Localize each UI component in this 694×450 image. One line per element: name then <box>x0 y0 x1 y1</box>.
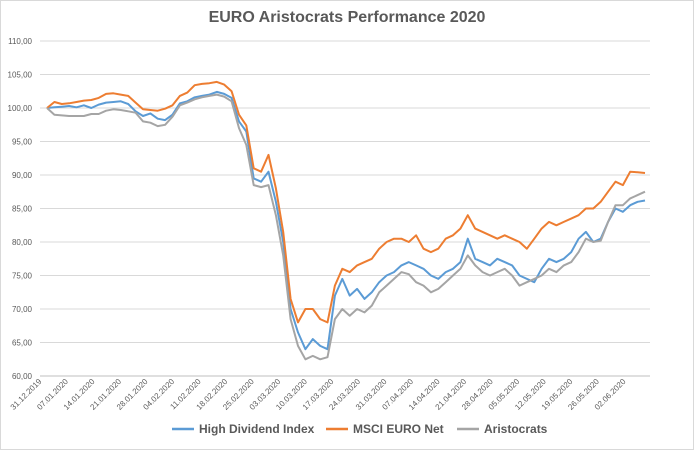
series-line-aristocrats <box>46 93 646 361</box>
y-tick-label: 105,00 <box>8 71 33 80</box>
legend-label: Aristocrats <box>484 422 548 436</box>
y-tick-label: 65,00 <box>12 339 33 348</box>
y-tick-label: 70,00 <box>12 305 33 314</box>
y-tick-label: 90,00 <box>12 171 33 180</box>
y-tick-label: 95,00 <box>12 138 33 147</box>
y-tick-label: 85,00 <box>12 205 33 214</box>
y-tick-label: 100,00 <box>8 104 33 113</box>
series-line-msci-euro-net <box>46 80 646 324</box>
x-axis-ticks: 31.12.201907.01.202014.01.202021.01.2020… <box>9 377 628 412</box>
y-tick-label: 75,00 <box>12 272 33 281</box>
series-lines <box>46 80 646 361</box>
y-axis-ticks: 60,00 65,00 70,00 75,00 80,00 85,00 90,00 95,00… <box>8 37 33 381</box>
y-tick-label: 110,00 <box>8 37 32 46</box>
legend-label: High Dividend Index <box>199 422 315 436</box>
legend-label: MSCI EURO Net <box>353 422 444 436</box>
chart-title: EURO Aristocrats Performance 2020 <box>208 9 486 26</box>
y-tick-label: 80,00 <box>12 238 33 247</box>
y-tick-label: 60,00 <box>12 372 33 381</box>
legend: High Dividend Index MSCI EURO Net Aristocr… <box>172 422 548 436</box>
gridlines <box>40 40 650 377</box>
series-line-high-dividend-index <box>46 90 646 351</box>
